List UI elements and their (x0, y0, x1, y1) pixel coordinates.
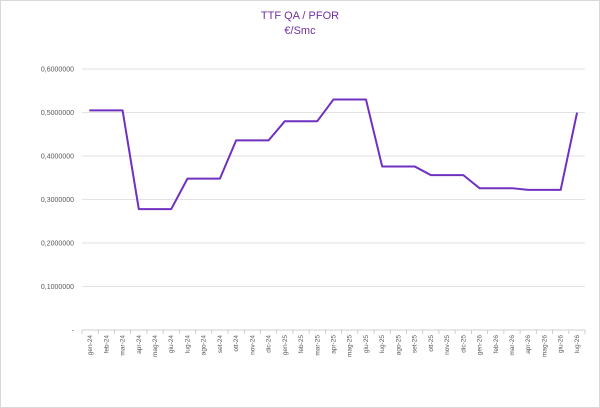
x-tick-label: mag-24 (152, 335, 159, 357)
data-point (543, 189, 545, 191)
x-tick-label: gen-24 (87, 335, 94, 356)
x-tick-label: set-24 (217, 335, 224, 353)
x-tick-label: ago-24 (201, 335, 208, 356)
y-tick-label: 0,2000000 (41, 241, 74, 248)
x-tick-label: gen-26 (477, 335, 484, 356)
data-point (300, 120, 302, 122)
x-tick-label: ago-25 (395, 335, 402, 356)
data-point (446, 174, 448, 176)
data-point (495, 187, 497, 189)
x-tick-label: gen-25 (282, 335, 289, 356)
data-point (154, 208, 156, 210)
data-point (397, 165, 399, 167)
x-tick-label: ott-24 (233, 335, 240, 352)
data-point (479, 187, 481, 189)
x-tick-label: ott-25 (428, 335, 435, 352)
y-tick-label: 0,4000000 (41, 154, 74, 161)
x-tick-label: mar-25 (314, 335, 321, 356)
x-tick-label: nov-25 (444, 335, 451, 355)
x-tick-label: lug-24 (184, 335, 191, 353)
data-point (430, 174, 432, 176)
chart-title: TTF QA / PFOR (260, 10, 340, 22)
x-tick-label: dic-25 (460, 335, 467, 353)
data-point (349, 98, 351, 100)
x-tick-label: mar-24 (120, 335, 127, 356)
data-point (560, 189, 562, 191)
data-point (333, 98, 335, 100)
chart-subtitle: €/Smc (284, 25, 316, 37)
x-tick-label: nov-24 (249, 335, 256, 355)
x-tick-label: giu-26 (558, 335, 565, 353)
y-tick-label: 0,5000000 (41, 110, 74, 117)
x-tick-label: apr-25 (331, 335, 338, 354)
x-tick-label: feb-26 (493, 335, 500, 354)
x-tick-label: mag-26 (541, 335, 548, 357)
data-point (462, 174, 464, 176)
y-tick-label: 0,1000000 (41, 284, 74, 291)
data-point (105, 109, 107, 111)
data-point (284, 120, 286, 122)
data-point (219, 178, 221, 180)
data-point (122, 109, 124, 111)
series-group (89, 98, 578, 211)
data-point (527, 189, 529, 191)
x-tick-label: apr-26 (525, 335, 532, 354)
data-point (511, 187, 513, 189)
data-point (235, 139, 237, 141)
data-point (316, 120, 318, 122)
data-point (203, 178, 205, 180)
y-axis-ticks: - 0,1000000 0,2000000 0,3000000 0,4000000 0,5… (41, 67, 75, 335)
x-tick-label: feb-25 (298, 335, 305, 354)
x-tick-label: dic-24 (266, 335, 273, 353)
data-point (381, 165, 383, 167)
x-tick-label: lug-25 (379, 335, 386, 353)
data-point (170, 208, 172, 210)
series-line-0 (89, 98, 578, 211)
y-tick-label: 0,6000000 (41, 67, 74, 74)
y-tick-label: 0,3000000 (41, 197, 74, 204)
x-tick-label: apr-24 (136, 335, 143, 354)
x-tick-label: giu-24 (168, 335, 175, 353)
x-tick-label: lug-26 (574, 335, 581, 353)
data-point (576, 112, 578, 114)
x-tick-label: giu-25 (363, 335, 370, 353)
data-point (251, 139, 253, 141)
data-point (365, 98, 367, 100)
data-point (414, 165, 416, 167)
x-tick-label: set-25 (412, 335, 419, 353)
x-tick-label: feb-24 (103, 335, 110, 354)
data-point (268, 139, 270, 141)
x-axis: gen-24 feb-24 mar-24 apr-24 mag-24 giu-24 lug-… (81, 329, 586, 357)
gridlines (82, 68, 585, 287)
data-point (186, 178, 188, 180)
y-tick-label: - (72, 328, 75, 335)
data-point (89, 109, 91, 111)
x-tick-label: mar-26 (509, 335, 516, 356)
x-tick-label: mag-25 (347, 335, 354, 357)
data-point (138, 208, 140, 210)
